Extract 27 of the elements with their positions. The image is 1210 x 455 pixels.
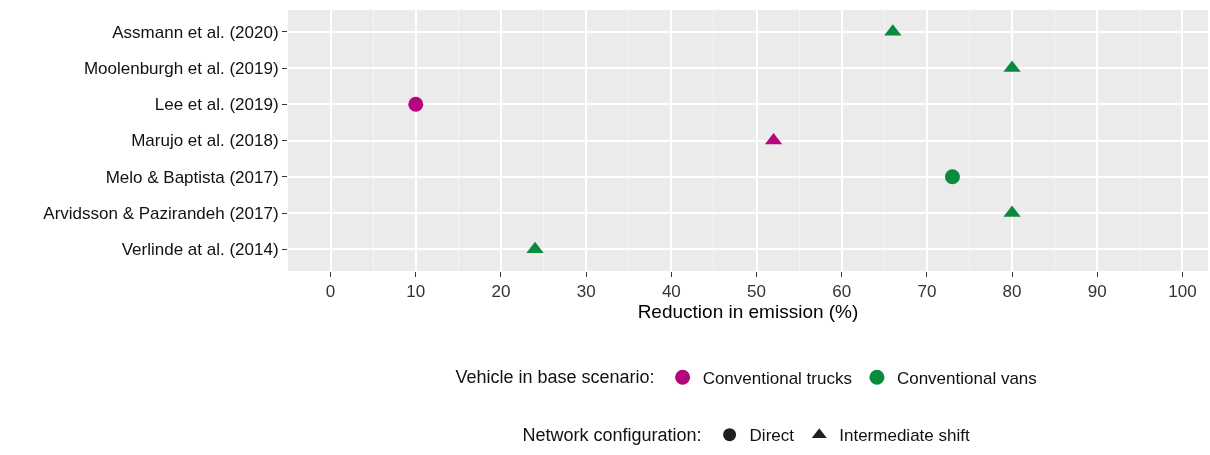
point <box>408 96 424 112</box>
y-tick-label: Moolenburgh et al. (2019) <box>83 58 279 78</box>
x-tick-label: 30 <box>576 282 596 302</box>
x-tick-label: 10 <box>406 282 426 302</box>
x-tick-label: 100 <box>1168 282 1197 302</box>
y-tick-label: Marujo et al. (2018) <box>131 131 279 151</box>
legend-label: Conventional vans <box>896 368 1037 388</box>
x-tick-label: 80 <box>1002 282 1022 302</box>
point <box>944 169 960 185</box>
x-tick-label: 0 <box>325 282 336 302</box>
legend-label: Conventional trucks <box>702 368 852 388</box>
x-tick-label: 60 <box>832 282 852 302</box>
y-tick-label: Lee et al. (2019) <box>154 95 279 115</box>
x-tick-label: 20 <box>491 282 511 302</box>
legend-label: Intermediate shift <box>839 426 970 446</box>
x-tick-label: 70 <box>917 282 937 302</box>
text: Vehicle in base scenario: <box>455 367 655 388</box>
y-tick-label: Verlinde at al. (2014) <box>121 240 279 260</box>
y-tick-label: Assmann et al. (2020) <box>112 22 279 42</box>
y-tick-label: Melo & Baptista (2017) <box>105 167 279 187</box>
text: Network configuration: <box>522 424 702 445</box>
x-tick-label: 90 <box>1087 282 1107 302</box>
y-tick-label: Arvidsson & Pazirandeh (2017) <box>43 203 279 223</box>
x-tick-label: 40 <box>661 282 681 302</box>
x-tick-label: 50 <box>747 282 766 302</box>
x-axis-title: Reduction in emission (%) <box>637 301 859 323</box>
legend-label: Direct <box>749 426 795 446</box>
